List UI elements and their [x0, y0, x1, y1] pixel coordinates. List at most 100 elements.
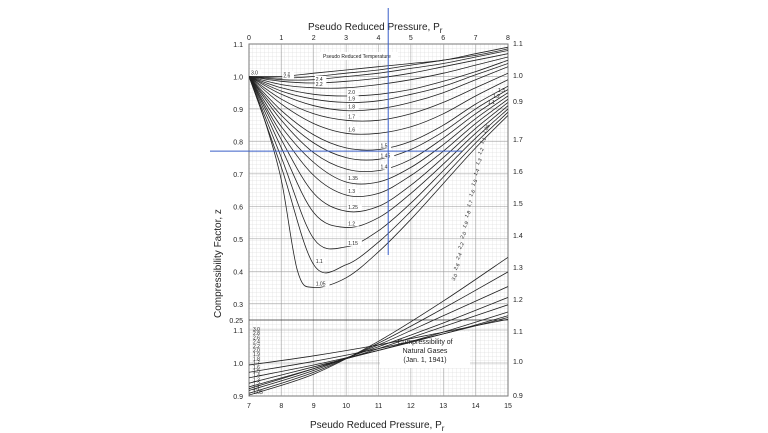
top-x-tick: 6	[441, 35, 445, 42]
left-y-tick: 1.0	[233, 74, 243, 81]
left-y-tick: 0.4	[233, 269, 243, 276]
upper-right-label: 1.3	[498, 88, 505, 94]
lower-left-label: 1.2	[253, 382, 260, 388]
curve-tr-1.6	[249, 76, 508, 135]
lower-left-label: 1.05	[253, 390, 263, 396]
curve-label-1.9: 1.9	[348, 96, 355, 102]
lower-curve-tr-1.2	[249, 286, 508, 391]
curve-label-bg	[347, 126, 359, 133]
right-y-tick: 1.4	[513, 233, 523, 240]
curve-tr-1.8	[249, 66, 508, 112]
right-y-tick: 0.9	[513, 393, 523, 400]
curve-label-1.2: 1.2	[348, 221, 355, 227]
curve-tr-1.5	[249, 76, 508, 151]
bottom-axis-title: Pseudo Reduced Pressure, Pr	[310, 420, 445, 433]
curve-label-bg	[347, 88, 359, 95]
upper-panel-label-box	[320, 52, 398, 60]
top-x-tick: 8	[506, 35, 510, 42]
curve-label-bg	[314, 80, 327, 87]
bottom-x-tick: 7	[247, 403, 251, 410]
lower-left-label: 2.6	[253, 335, 260, 341]
lower-curve-tr-1.3	[249, 297, 508, 390]
left-lower-y-tick: 1.1	[233, 328, 243, 335]
lower-right-label: 1.8	[464, 210, 473, 219]
curve-tr-1.05	[249, 76, 508, 289]
curve-tr-2.0	[249, 59, 508, 97]
lower-right-label: 1.6	[468, 189, 477, 198]
upper-right-label: 1.1	[488, 100, 495, 106]
bottom-x-tick: 14	[472, 403, 480, 410]
curve-label-1.35: 1.35	[348, 176, 358, 182]
right-y-tick: 1.1	[513, 329, 523, 336]
curve-label-1.1: 1.1	[316, 259, 323, 265]
curve-label-2.6: 2.6	[283, 74, 290, 80]
curve-label-1.25: 1.25	[348, 205, 358, 211]
bottom-x-tick: 10	[342, 403, 350, 410]
curve-tr-1.3	[249, 76, 508, 198]
curve-label-bg	[347, 220, 359, 227]
curve-label-1.05: 1.05	[316, 282, 326, 288]
right-y-tick: 1.0	[513, 359, 523, 366]
lower-right-label: 1.3	[475, 157, 484, 166]
curve-label-1.4: 1.4	[381, 165, 388, 171]
curve-tr-1.35	[249, 76, 508, 185]
right-y-tick: 0.9	[513, 99, 523, 106]
left-y-tick: 0.5	[233, 237, 243, 244]
curve-label-bg	[250, 69, 262, 76]
right-y-tick: 1.0	[513, 73, 523, 80]
right-y-tick: 1.3	[513, 265, 523, 272]
curve-tr-2.6	[249, 50, 508, 81]
annotation-line-2: Natural Gases	[403, 348, 448, 355]
lower-curve-tr-1.05	[249, 256, 508, 396]
curve-label-bg	[314, 257, 327, 264]
curve-label-1.6: 1.6	[348, 127, 355, 133]
top-x-tick: 4	[377, 35, 381, 42]
curve-label-bg	[347, 187, 359, 194]
lower-right-label: 3.0	[451, 273, 460, 282]
top-x-tick: 3	[344, 35, 348, 42]
annotation-line-1: Compressibility of	[397, 339, 452, 346]
upper-right-label: 1.2	[493, 94, 500, 100]
lower-right-label: 1.7	[466, 199, 475, 208]
curve-label-bg	[347, 95, 359, 102]
curves	[249, 46, 508, 396]
bottom-x-tick: 12	[407, 403, 415, 410]
lower-curve-tr-1.6	[249, 311, 508, 384]
top-axis-title: Pseudo Reduced Pressure, Pr	[308, 22, 443, 35]
curve-label-bg	[314, 75, 327, 82]
lower-left-label: 3.0	[253, 327, 260, 333]
left-y-tick: 0.3	[233, 302, 243, 309]
curve-label-1.5: 1.5	[381, 144, 388, 150]
lower-curve-tr-1.4	[249, 304, 508, 388]
curve-tr-2.2	[249, 56, 508, 89]
curve-label-1.3: 1.3	[348, 189, 355, 195]
bottom-x-tick: 11	[375, 403, 382, 410]
lower-right-label: 1.4	[473, 168, 482, 177]
left-y-tick: 0.6	[233, 204, 243, 211]
lower-right-label: 1.5	[471, 178, 480, 187]
lower-left-label: 1.7	[253, 361, 260, 367]
lower-right-label: 1.05	[482, 123, 492, 135]
right-y-tick: 1.7	[513, 137, 523, 144]
curve-label-bg	[379, 163, 392, 170]
upper-panel-label: Pseudo Reduced Temperature	[323, 54, 391, 60]
top-x-tick: 5	[409, 35, 413, 42]
curve-label-bg	[379, 142, 392, 149]
crosshair	[210, 8, 462, 255]
bottom-x-tick: 15	[504, 403, 512, 410]
curve-label-1.15: 1.15	[348, 241, 358, 247]
curve-label-bg	[314, 280, 330, 287]
curve-label-bg	[282, 72, 294, 79]
lower-left-label: 2.0	[253, 348, 260, 354]
lower-right-label: 2.2	[457, 241, 466, 250]
y-axis-title: Compressibility Factor, z	[213, 209, 224, 318]
lower-right-label: 1.9	[462, 220, 471, 229]
left-y-tick: 0.9	[233, 107, 243, 114]
curve-label-1.7: 1.7	[348, 114, 355, 120]
top-x-tick: 1	[279, 35, 283, 42]
bottom-x-tick: 13	[439, 403, 447, 410]
right-y-tick: 1.6	[513, 169, 523, 176]
left-y-tick: 0.7	[233, 172, 243, 179]
curve-label-2.2: 2.2	[316, 82, 323, 88]
